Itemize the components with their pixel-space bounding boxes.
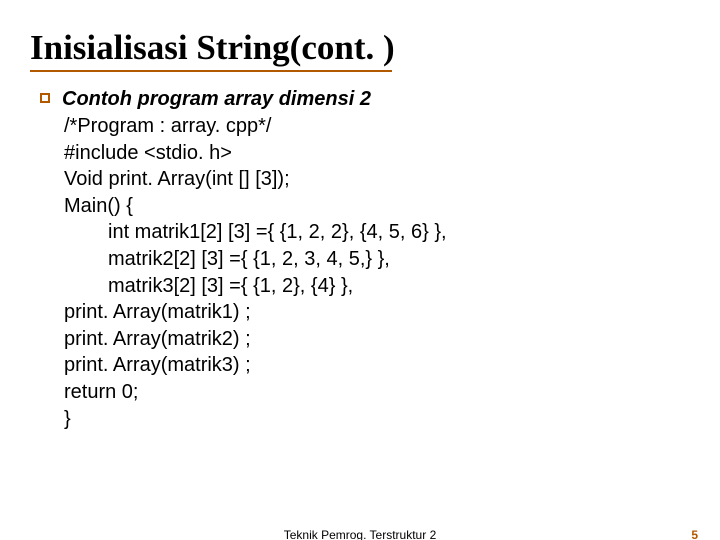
- code-line: Main() {: [64, 193, 690, 220]
- square-bullet-icon: [40, 93, 50, 103]
- code-line: /*Program : array. cpp*/: [64, 113, 690, 140]
- code-block: /*Program : array. cpp*/ #include <stdio…: [64, 113, 690, 432]
- page-number: 5: [691, 528, 698, 540]
- code-line: print. Array(matrik1) ;: [64, 299, 690, 326]
- bullet-row: Contoh program array dimensi 2: [40, 86, 690, 113]
- subtitle-text: Contoh program array dimensi 2: [62, 86, 371, 113]
- slide-body: Contoh program array dimensi 2 /*Program…: [40, 86, 690, 432]
- code-line: matrik2[2] [3] ={ {1, 2, 3, 4, 5,} },: [64, 246, 690, 273]
- code-line: print. Array(matrik2) ;: [64, 326, 690, 353]
- title-underline: [30, 70, 392, 72]
- code-line: matrik3[2] [3] ={ {1, 2}, {4} },: [64, 273, 690, 300]
- code-line: int matrik1[2] [3] ={ {1, 2, 2}, {4, 5, …: [64, 219, 690, 246]
- slide-title: Inisialisasi String(cont. ): [30, 28, 690, 68]
- slide: Inisialisasi String(cont. ) Contoh progr…: [0, 0, 720, 540]
- code-line: return 0;: [64, 379, 690, 406]
- footer-center-text: Teknik Pemrog. Terstruktur 2: [0, 528, 720, 540]
- code-line: Void print. Array(int [] [3]);: [64, 166, 690, 193]
- code-line: #include <stdio. h>: [64, 140, 690, 167]
- code-line: }: [64, 406, 690, 433]
- code-line: print. Array(matrik3) ;: [64, 352, 690, 379]
